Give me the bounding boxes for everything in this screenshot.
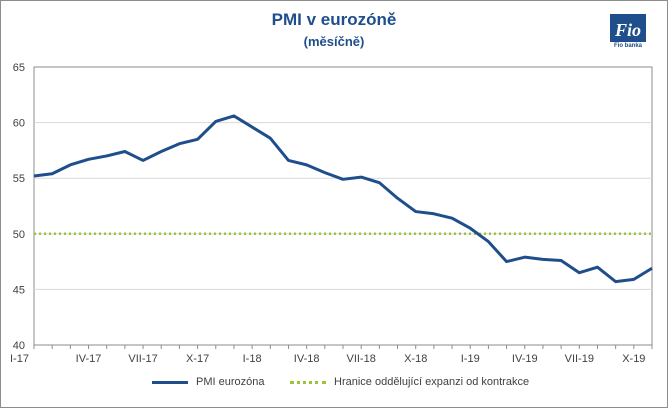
legend-swatch-pmi bbox=[152, 380, 188, 384]
y-tick-label: 65 bbox=[13, 62, 25, 74]
y-tick-label: 45 bbox=[13, 284, 25, 296]
x-tick-label: I-18 bbox=[243, 353, 262, 365]
x-tick-label: VII-18 bbox=[346, 353, 375, 365]
x-tick-label: VII-19 bbox=[565, 353, 594, 365]
pmi-series-line bbox=[33, 114, 653, 284]
chart-legend: PMI eurozóna Hranice oddělující expanzi … bbox=[0, 376, 668, 396]
x-tick-label: IV-18 bbox=[294, 353, 320, 365]
x-tick-label: I-17 bbox=[10, 353, 29, 365]
chart-title: PMI v eurozóně bbox=[271, 10, 397, 29]
legend-label-threshold: Hranice oddělující expanzi od kontrakce bbox=[334, 376, 530, 388]
legend-label-pmi: PMI eurozóna bbox=[196, 376, 265, 388]
x-tick-label: X-17 bbox=[186, 353, 209, 365]
x-tick-label: VII-17 bbox=[128, 353, 157, 365]
logo-caption: Fio banka bbox=[613, 43, 642, 49]
x-tick-label: X-19 bbox=[622, 353, 645, 365]
x-tick-label: IV-17 bbox=[76, 353, 102, 365]
chart-subtitle: (měsíčně) bbox=[303, 34, 365, 49]
legend-swatch-threshold bbox=[290, 380, 326, 384]
y-tick-label: 55 bbox=[13, 173, 25, 185]
legend-item-threshold: Hranice oddělující expanzi od kontrakce bbox=[290, 376, 529, 388]
fio-logo-icon: Fio bbox=[610, 14, 646, 42]
legend-item-pmi: PMI eurozóna bbox=[152, 376, 264, 388]
y-tick-label: 50 bbox=[13, 229, 25, 241]
plot-area-border bbox=[33, 66, 653, 346]
x-tick-label: I-19 bbox=[461, 353, 480, 365]
y-tick-label: 60 bbox=[13, 118, 25, 130]
svg-text:Fio: Fio bbox=[614, 20, 641, 40]
y-tick-label: 40 bbox=[13, 340, 25, 352]
x-tick-label: X-18 bbox=[404, 353, 427, 365]
x-tick-label: IV-19 bbox=[512, 353, 538, 365]
